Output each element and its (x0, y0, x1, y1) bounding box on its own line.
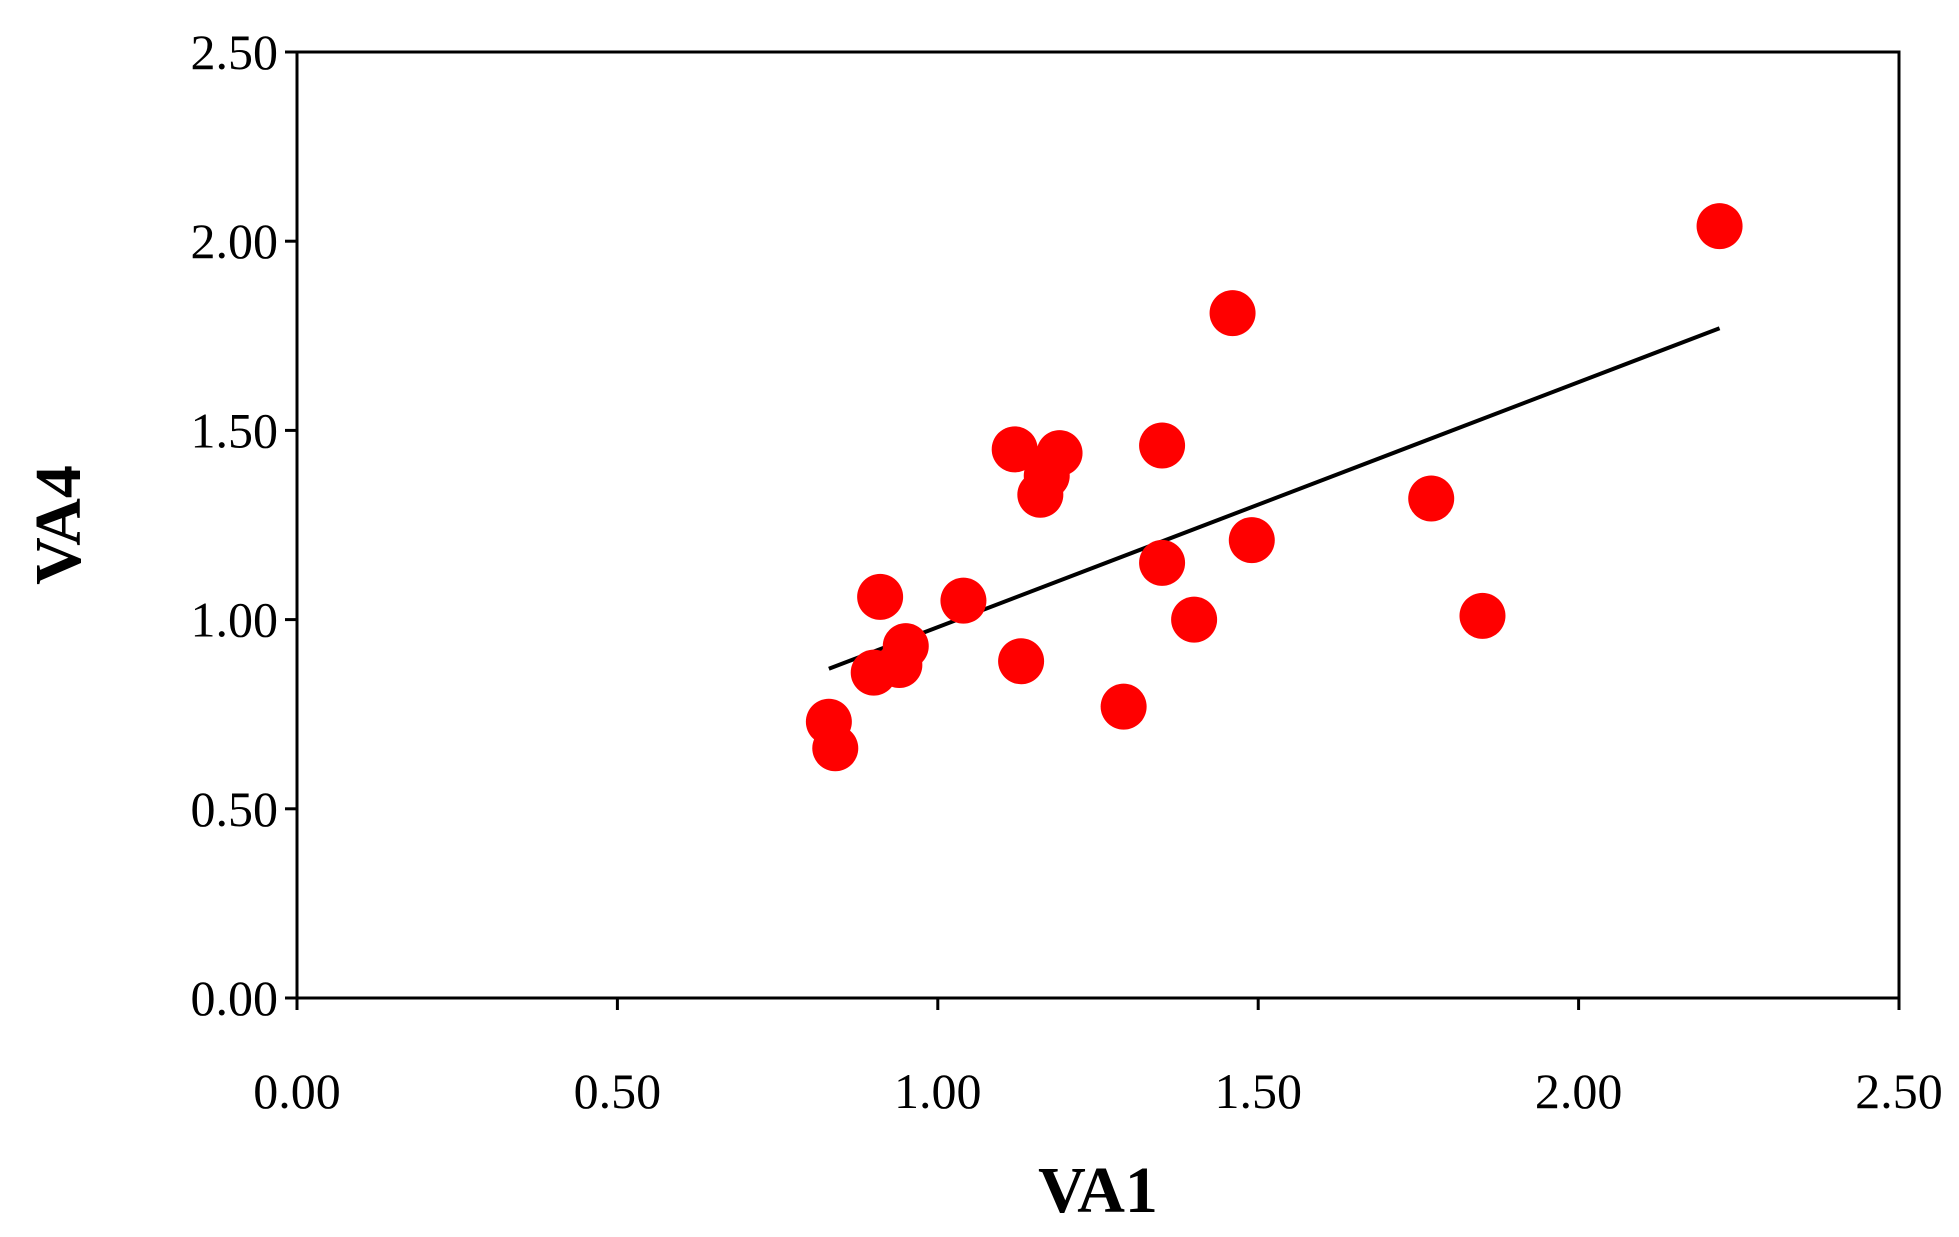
x-axis-title: VA1 (1038, 1154, 1158, 1227)
scatter-point (1139, 539, 1186, 586)
scatter-point (991, 426, 1038, 473)
scatter-point (1228, 517, 1275, 564)
y-tick-label: 0.00 (191, 970, 279, 1026)
y-tick-label: 1.50 (191, 402, 279, 458)
y-tick-label: 1.00 (191, 592, 279, 648)
x-axis-ticks (295, 998, 1901, 1010)
x-tick-label: 1.50 (1214, 1063, 1302, 1119)
y-axis-title: VA4 (22, 465, 95, 585)
y-axis-ticks (285, 50, 297, 1000)
scatter-point (1696, 203, 1743, 250)
scatter-point (882, 623, 929, 670)
scatter-point (1408, 475, 1455, 522)
y-axis-tick-labels: 0.00 0.50 1.00 1.50 2.00 2.50 (191, 24, 279, 1026)
x-axis-tick-labels: 0.00 0.50 1.00 1.50 2.00 2.50 (253, 1063, 1943, 1119)
scatter-point (1459, 592, 1506, 639)
y-tick-label: 2.50 (191, 24, 279, 80)
x-tick-label: 1.00 (894, 1063, 982, 1119)
scatter-point (1100, 683, 1147, 730)
y-tick-label: 2.00 (191, 213, 279, 269)
x-tick-label: 2.50 (1855, 1063, 1943, 1119)
scatter-point (1036, 430, 1083, 477)
scatter-point (1139, 422, 1186, 469)
x-tick-label: 0.00 (253, 1063, 341, 1119)
scatter-point (940, 577, 987, 624)
plot-area (295, 50, 1901, 1000)
scatter-point (1171, 596, 1218, 643)
scatter-point (1209, 290, 1256, 337)
scatter-point (998, 638, 1045, 685)
x-tick-label: 2.00 (1535, 1063, 1623, 1119)
scatter-point (857, 573, 904, 620)
scatter-point (812, 725, 859, 772)
y-tick-label: 0.50 (191, 781, 279, 837)
scatter-points-layer (805, 203, 1743, 772)
x-tick-label: 0.50 (574, 1063, 662, 1119)
